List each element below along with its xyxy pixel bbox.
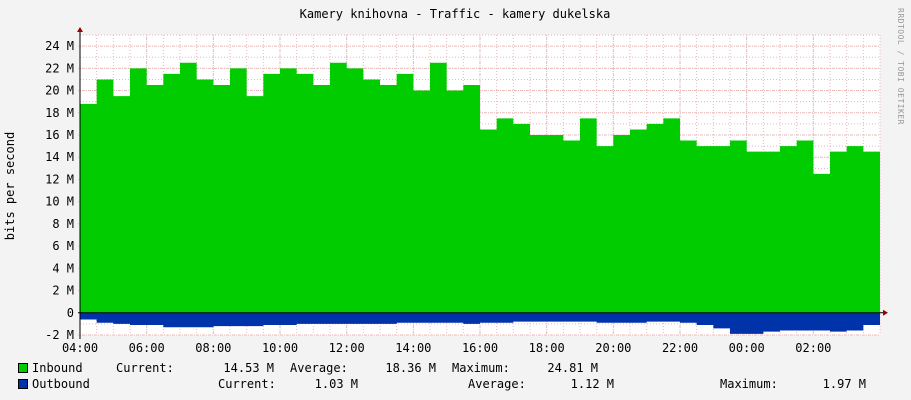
outbound-current-value: 1.03 M: [314, 377, 358, 391]
y-tick-label: 6 M: [52, 239, 74, 253]
outbound-area: [80, 312, 880, 334]
y-tick-label: 8 M: [52, 217, 74, 231]
x-tick-label: 04:00: [62, 341, 98, 355]
y-tick-label: -2 M: [45, 328, 74, 342]
y-tick-label: 0: [67, 306, 74, 320]
x-tick-label: 16:00: [462, 341, 498, 355]
y-axis-arrow: [77, 27, 83, 32]
y-tick-label: 18 M: [45, 106, 74, 120]
x-tick-label: 06:00: [129, 341, 165, 355]
chart-title: Kamery knihovna - Traffic - kamery dukel…: [300, 7, 611, 21]
series-layer: [80, 62, 880, 334]
outbound-maximum-value: 1.97 M: [822, 377, 866, 391]
axes: [77, 27, 888, 339]
tick-labels: -2 M 0 2 M 4 M 6 M 8 M 10 M 12 M 14 M 16 M 18 M 20 …: [45, 39, 831, 355]
x-tick-label: 22:00: [662, 341, 698, 355]
x-tick-label: 00:00: [729, 341, 765, 355]
outbound-current-label: Current:: [218, 377, 276, 391]
inbound-name: Inbound: [32, 361, 83, 375]
x-tick-label: 12:00: [329, 341, 365, 355]
outbound-name: Outbound: [32, 377, 90, 391]
rrdtool-watermark: RRDTOOL / TOBI OETIKER: [893, 8, 907, 208]
y-axis-label: bits per second: [3, 132, 17, 240]
inbound-average-value: 18.36 M: [385, 361, 436, 375]
legend-outbound: Outbound Current: 1.03 M Average: 1.12 M…: [18, 377, 866, 391]
x-tick-label: 08:00: [195, 341, 231, 355]
x-tick-label: 14:00: [395, 341, 431, 355]
inbound-maximum-label: Maximum:: [452, 361, 510, 375]
outbound-average-value: 1.12 M: [570, 377, 614, 391]
legend-inbound: Inbound Current: 14.53 M Average: 18.36 …: [18, 361, 598, 375]
inbound-maximum-value: 24.81 M: [547, 361, 598, 375]
y-tick-label: 14 M: [45, 150, 74, 164]
outbound-average-label: Average:: [468, 377, 526, 391]
inbound-average-label: Average:: [290, 361, 348, 375]
inbound-swatch: [18, 363, 28, 373]
x-tick-label: 18:00: [529, 341, 565, 355]
y-tick-label: 2 M: [52, 284, 74, 298]
inbound-area: [80, 62, 880, 313]
y-tick-label: 12 M: [45, 172, 74, 186]
y-tick-label: 10 M: [45, 195, 74, 209]
inbound-current-label: Current:: [116, 361, 174, 375]
x-tick-label: 10:00: [262, 341, 298, 355]
y-tick-label: 22 M: [45, 61, 74, 75]
inbound-current-value: 14.53 M: [223, 361, 274, 375]
outbound-maximum-label: Maximum:: [720, 377, 778, 391]
y-tick-label: 4 M: [52, 261, 74, 275]
y-tick-label: 24 M: [45, 39, 74, 53]
x-tick-label: 20:00: [595, 341, 631, 355]
watermark-text: RRDTOOL / TOBI OETIKER: [896, 8, 905, 125]
x-axis-arrow: [883, 309, 888, 316]
y-tick-label: 16 M: [45, 128, 74, 142]
x-tick-label: 02:00: [795, 341, 831, 355]
y-tick-label: 20 M: [45, 84, 74, 98]
outbound-swatch: [18, 379, 28, 389]
